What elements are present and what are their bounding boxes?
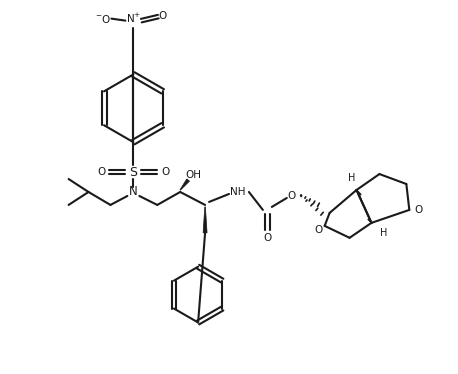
Text: O: O: [161, 167, 169, 177]
Text: O: O: [158, 10, 166, 21]
Polygon shape: [203, 207, 207, 233]
Text: NH: NH: [230, 187, 245, 197]
Text: O: O: [264, 233, 272, 243]
Text: OH: OH: [185, 170, 201, 180]
Text: H: H: [348, 173, 355, 183]
Polygon shape: [356, 190, 361, 196]
Text: H: H: [380, 228, 387, 238]
Text: N$^{+}$: N$^{+}$: [126, 12, 141, 25]
Text: N: N: [129, 186, 138, 199]
Text: O: O: [288, 191, 296, 201]
Text: O: O: [98, 167, 106, 177]
Polygon shape: [180, 179, 190, 190]
Text: S: S: [129, 166, 137, 178]
Text: $^{-}$O: $^{-}$O: [95, 13, 112, 25]
Polygon shape: [368, 218, 372, 223]
Text: O: O: [414, 205, 422, 215]
Text: O: O: [315, 225, 323, 235]
